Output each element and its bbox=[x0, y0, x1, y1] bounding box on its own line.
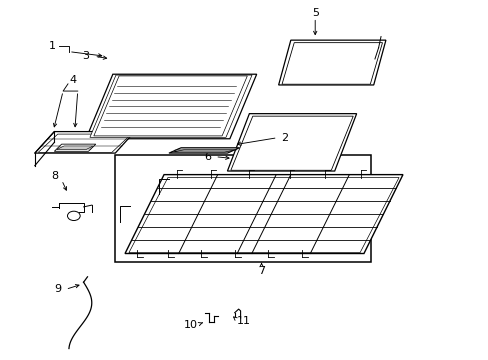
Polygon shape bbox=[35, 132, 135, 153]
Text: 4: 4 bbox=[69, 75, 76, 85]
Text: 11: 11 bbox=[236, 316, 250, 325]
Text: 2: 2 bbox=[281, 133, 288, 143]
Text: 3: 3 bbox=[82, 51, 89, 61]
Polygon shape bbox=[278, 40, 385, 85]
Text: 6: 6 bbox=[204, 152, 211, 162]
Polygon shape bbox=[94, 76, 247, 136]
Polygon shape bbox=[86, 74, 256, 139]
Polygon shape bbox=[282, 42, 382, 84]
Text: 8: 8 bbox=[52, 171, 59, 181]
Polygon shape bbox=[90, 75, 251, 137]
Text: 1: 1 bbox=[48, 41, 55, 50]
Polygon shape bbox=[129, 177, 398, 253]
Text: 7: 7 bbox=[258, 266, 264, 276]
Text: 5: 5 bbox=[311, 8, 318, 18]
Polygon shape bbox=[171, 150, 236, 152]
Text: 10: 10 bbox=[183, 320, 198, 330]
Polygon shape bbox=[125, 175, 402, 253]
Bar bbox=[115, 155, 370, 262]
Circle shape bbox=[67, 211, 80, 221]
Polygon shape bbox=[168, 148, 239, 153]
Polygon shape bbox=[230, 116, 352, 170]
Polygon shape bbox=[57, 146, 93, 149]
Text: 9: 9 bbox=[55, 284, 61, 294]
Polygon shape bbox=[54, 144, 96, 151]
Polygon shape bbox=[38, 134, 131, 152]
Polygon shape bbox=[227, 114, 356, 171]
